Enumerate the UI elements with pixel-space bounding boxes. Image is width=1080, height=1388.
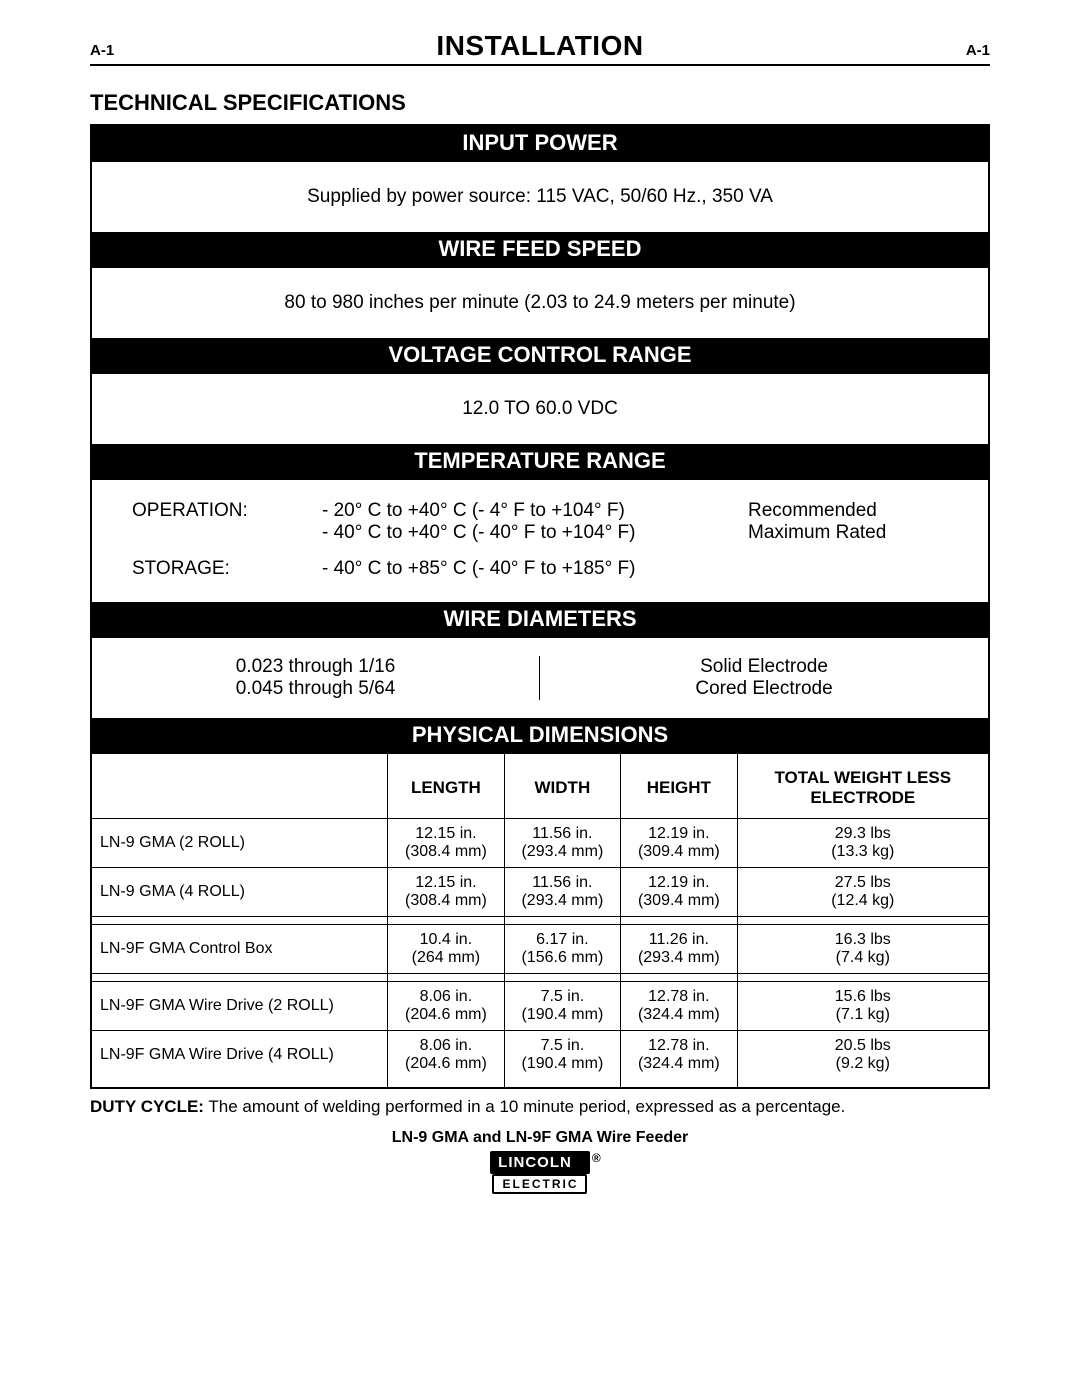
bar-voltage-control-range: VOLTAGE CONTROL RANGE xyxy=(92,338,988,374)
th-height: HEIGHT xyxy=(621,754,737,819)
temp-operation-notes: Recommended Maximum Rated xyxy=(748,500,948,544)
temp-operation-line2: - 40° C to +40° C (- 40° F to +104° F) xyxy=(322,522,748,544)
footer-line: LN-9 GMA and LN-9F GMA Wire Feeder xyxy=(90,1129,990,1147)
physical-dimensions-table: LENGTH WIDTH HEIGHT TOTAL WEIGHT LESS EL… xyxy=(92,754,988,1087)
th-blank xyxy=(92,754,388,819)
lincoln-logo: LINCOLN ® ELECTRIC xyxy=(490,1151,590,1194)
footer: LN-9 GMA and LN-9F GMA Wire Feeder LINCO… xyxy=(90,1129,990,1194)
table-row: LN-9 GMA (2 ROLL)12.15 in.(308.4 mm)11.5… xyxy=(92,819,988,868)
row-name: LN-9 GMA (2 ROLL) xyxy=(92,819,388,868)
temp-operation-lines: - 20° C to +40° C (- 4° F to +104° F) - … xyxy=(322,500,748,544)
wd-right-line2: Cored Electrode xyxy=(540,678,988,700)
table-row: LN-9F GMA Wire Drive (4 ROLL)8.06 in.(20… xyxy=(92,1031,988,1088)
th-weight: TOTAL WEIGHT LESS ELECTRODE xyxy=(737,754,988,819)
bar-wire-diameters: WIRE DIAMETERS xyxy=(92,602,988,638)
row-name: LN-9F GMA Wire Drive (4 ROLL) xyxy=(92,1031,388,1088)
row-name: LN-9 GMA (4 ROLL) xyxy=(92,868,388,917)
top-line: A-1 INSTALLATION A-1 xyxy=(90,30,990,66)
table-header-row: LENGTH WIDTH HEIGHT TOTAL WEIGHT LESS EL… xyxy=(92,754,988,819)
table-row: LN-9F GMA Wire Drive (2 ROLL)8.06 in.(20… xyxy=(92,982,988,1031)
bar-physical-dimensions: PHYSICAL DIMENSIONS xyxy=(92,718,988,754)
wire-diameters-right: Solid Electrode Cored Electrode xyxy=(540,656,988,700)
registered-icon: ® xyxy=(592,1151,602,1165)
input-power-text: Supplied by power source: 115 VAC, 50/60… xyxy=(92,162,988,232)
temperature-range-grid: OPERATION: - 20° C to +40° C (- 4° F to … xyxy=(92,480,988,602)
page-title: INSTALLATION xyxy=(436,30,643,62)
bar-temperature-range: TEMPERATURE RANGE xyxy=(92,444,988,480)
row-name: LN-9F GMA Wire Drive (2 ROLL) xyxy=(92,982,388,1031)
table-row: LN-9 GMA (4 ROLL)12.15 in.(308.4 mm)11.5… xyxy=(92,868,988,917)
wd-left-line2: 0.045 through 5/64 xyxy=(92,678,539,700)
temp-operation-note1: Recommended xyxy=(748,500,948,522)
wd-left-line1: 0.023 through 1/16 xyxy=(92,656,539,678)
logo-bot: ELECTRIC xyxy=(492,1174,587,1194)
voltage-control-range-text: 12.0 TO 60.0 VDC xyxy=(92,374,988,444)
table-gap-row xyxy=(92,917,988,925)
th-length: LENGTH xyxy=(388,754,504,819)
wd-right-line1: Solid Electrode xyxy=(540,656,988,678)
wire-diameters-grid: 0.023 through 1/16 0.045 through 5/64 So… xyxy=(92,638,988,718)
row-name: LN-9F GMA Control Box xyxy=(92,925,388,974)
logo-top-text: LINCOLN xyxy=(498,1154,572,1171)
th-width: WIDTH xyxy=(504,754,620,819)
temp-operation-line1: - 20° C to +40° C (- 4° F to +104° F) xyxy=(322,500,748,522)
subhead: TECHNICAL SPECIFICATIONS xyxy=(90,90,990,116)
temp-operation-label: OPERATION: xyxy=(132,500,322,544)
bar-input-power: INPUT POWER xyxy=(92,126,988,162)
temp-operation-note2: Maximum Rated xyxy=(748,522,948,544)
page-corner-left: A-1 xyxy=(90,42,114,59)
page-corner-right: A-1 xyxy=(966,42,990,59)
logo-top: LINCOLN ® xyxy=(490,1151,590,1174)
wire-feed-speed-text: 80 to 980 inches per minute (2.03 to 24.… xyxy=(92,268,988,338)
bar-wire-feed-speed: WIRE FEED SPEED xyxy=(92,232,988,268)
temp-storage-label: STORAGE: xyxy=(132,558,322,580)
table-row: LN-9F GMA Control Box10.4 in.(264 mm)6.1… xyxy=(92,925,988,974)
duty-cycle-label: DUTY CYCLE: xyxy=(90,1097,204,1116)
spec-frame: INPUT POWER Supplied by power source: 11… xyxy=(90,124,990,1089)
duty-cycle-text: The amount of welding performed in a 10 … xyxy=(208,1097,845,1116)
duty-cycle: DUTY CYCLE: The amount of welding perfor… xyxy=(90,1097,990,1117)
wire-diameters-left: 0.023 through 1/16 0.045 through 5/64 xyxy=(92,656,540,700)
table-gap-row xyxy=(92,974,988,982)
temp-storage-line: - 40° C to +85° C (- 40° F to +185° F) xyxy=(322,558,748,580)
page: A-1 INSTALLATION A-1 TECHNICAL SPECIFICA… xyxy=(0,0,1080,1214)
